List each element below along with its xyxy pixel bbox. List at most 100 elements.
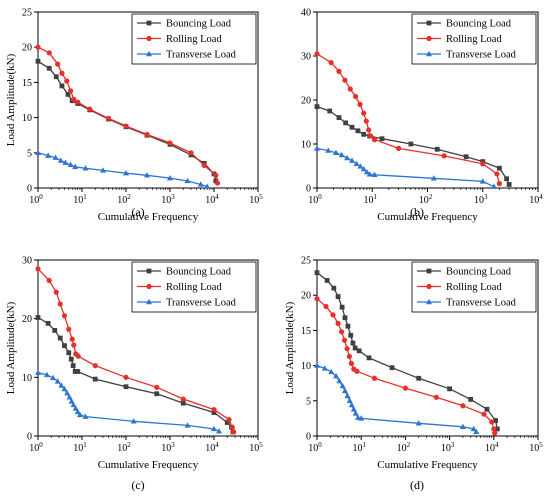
x-tick-label: 105 [249, 441, 263, 454]
data-point [65, 91, 71, 97]
data-point [379, 136, 385, 142]
series-triangle [314, 145, 498, 189]
data-point [154, 384, 160, 390]
data-point [144, 131, 150, 138]
data-point [216, 428, 223, 434]
data-point [357, 163, 364, 169]
data-point [72, 405, 79, 411]
data-point [61, 313, 68, 319]
data-point [314, 51, 320, 57]
series-triangle [314, 362, 480, 434]
data-point [66, 326, 72, 332]
y-tick-label: 10 [301, 140, 311, 151]
data-point [343, 120, 349, 126]
data-point [342, 315, 348, 321]
series-line [37, 152, 208, 188]
data-point [506, 182, 512, 187]
data-point [123, 374, 129, 380]
data-point [52, 154, 59, 160]
y-tick-label: 5 [306, 396, 311, 407]
y-tick-label: 10 [22, 113, 32, 124]
data-point [366, 355, 372, 361]
data-point [46, 277, 52, 284]
data-point [402, 385, 408, 391]
legend-swatch-marker [146, 35, 152, 42]
data-point [321, 365, 328, 371]
data-point [433, 394, 439, 400]
data-point [360, 165, 367, 172]
data-point [55, 61, 61, 67]
data-point [361, 110, 367, 116]
legend-entry: Transverse Load [166, 298, 237, 309]
data-point [58, 382, 65, 388]
legend-swatch-marker [146, 298, 152, 305]
data-point [350, 406, 357, 412]
data-point [363, 168, 370, 175]
data-point [338, 151, 345, 158]
data-point [154, 391, 160, 397]
data-point [57, 301, 63, 307]
legend-swatch-marker [146, 20, 152, 26]
y-tick-label: 15 [301, 326, 311, 337]
data-point [348, 332, 354, 338]
data-point [346, 397, 353, 403]
data-point [349, 124, 355, 130]
data-point [463, 154, 469, 160]
data-point [45, 320, 51, 326]
data-point [441, 153, 447, 159]
data-point [493, 418, 499, 423]
y-tick-label: 10 [22, 373, 32, 384]
data-point [66, 350, 72, 356]
data-point [57, 157, 64, 163]
data-point [346, 353, 352, 360]
data-point [54, 378, 61, 384]
data-point [143, 172, 150, 178]
data-point [328, 368, 335, 375]
data-point [459, 423, 466, 430]
data-point [366, 171, 373, 177]
data-point [314, 296, 320, 302]
data-point [327, 108, 333, 114]
panel-label: (a) [131, 205, 144, 219]
x-tick-label: 101 [73, 441, 87, 454]
data-point [64, 78, 70, 84]
y-tick-label: 15 [22, 78, 32, 89]
plot-frame [37, 259, 259, 437]
x-tick-label: 102 [117, 441, 131, 454]
data-point [416, 375, 422, 381]
data-point [226, 416, 232, 423]
data-point [415, 420, 422, 426]
x-axis-label: Cumulative Frequency [377, 211, 478, 223]
data-point [355, 128, 361, 134]
plot-frame [37, 11, 259, 189]
data-point [323, 303, 329, 310]
data-point [69, 336, 75, 342]
series-line [316, 147, 495, 188]
legend-entry: Bouncing Load [446, 267, 512, 278]
legend-swatch-marker [146, 268, 152, 274]
data-point [496, 165, 502, 171]
x-axis-label: Cumulative Frequency [98, 211, 199, 223]
x-tick-label: 100 [29, 193, 43, 206]
data-point [184, 422, 191, 428]
legend-swatch-marker [426, 298, 432, 305]
data-point [356, 348, 362, 354]
x-tick-label: 104 [205, 441, 219, 454]
series-circle [35, 266, 237, 435]
series-square [35, 315, 236, 435]
data-point [214, 180, 221, 186]
data-point [331, 285, 337, 291]
x-tick-label: 101 [352, 441, 366, 454]
data-point [92, 376, 98, 382]
legend: Bouncing Load Rolling Load Transverse Load [411, 13, 537, 65]
plot-frame [316, 259, 539, 437]
y-tick-label: 25 [301, 256, 311, 267]
data-point [224, 420, 230, 425]
y-tick-label: 20 [301, 291, 311, 302]
legend-entry: Transverse Load [446, 298, 517, 309]
data-point [345, 323, 351, 329]
data-point [82, 413, 89, 419]
data-point [396, 145, 402, 151]
data-point [71, 342, 77, 348]
data-point [335, 294, 341, 300]
